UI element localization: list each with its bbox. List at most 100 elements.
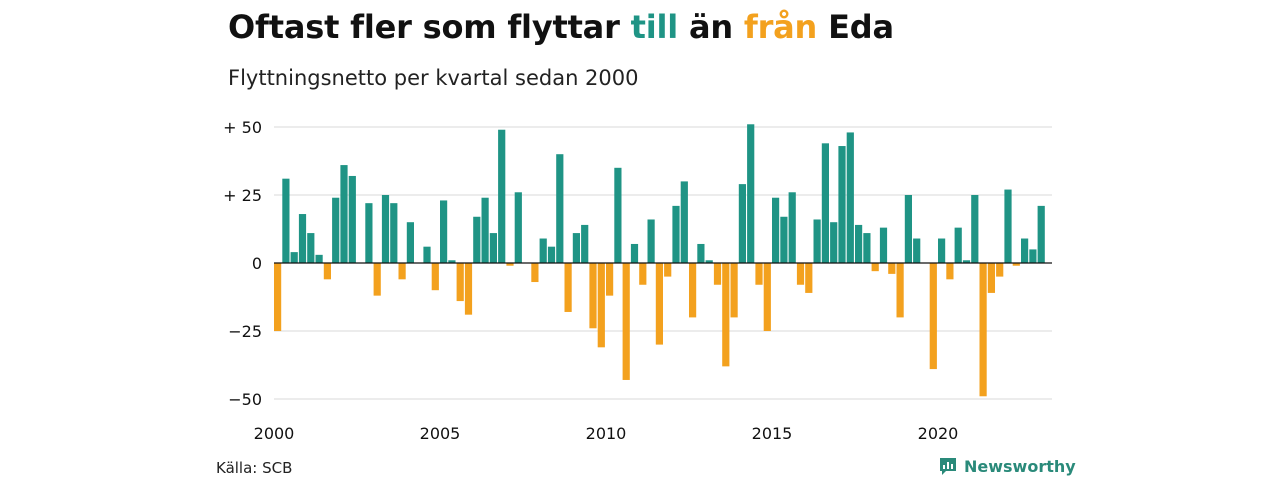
bar xyxy=(871,263,879,272)
bar xyxy=(556,154,564,263)
bar xyxy=(597,263,605,348)
bar xyxy=(697,243,705,263)
bar xyxy=(747,124,755,263)
y-tick-label: + 50 xyxy=(223,118,262,137)
bar xyxy=(796,263,805,285)
bar xyxy=(929,263,937,370)
bar xyxy=(763,263,771,331)
bar xyxy=(971,195,979,263)
bar xyxy=(506,263,514,266)
bar xyxy=(954,227,962,263)
bar xyxy=(381,195,390,263)
bar xyxy=(879,227,888,263)
bar xyxy=(348,175,356,263)
brand-logo: Newsworthy xyxy=(938,456,1076,476)
bar xyxy=(581,224,589,263)
bar xyxy=(373,263,381,296)
bar xyxy=(282,178,290,263)
bar xyxy=(855,224,863,263)
bar xyxy=(440,200,448,263)
bar xyxy=(680,181,688,263)
chart-subtitle: Flyttningsnetto per kvartal sedan 2000 xyxy=(228,66,639,90)
title-part-1: Oftast fler som flyttar xyxy=(228,8,631,46)
bar xyxy=(572,233,580,263)
newsworthy-logo-icon xyxy=(940,458,956,475)
x-tick-label: 2005 xyxy=(420,424,461,443)
bar xyxy=(406,222,414,263)
bar xyxy=(655,263,663,345)
bar xyxy=(1004,189,1012,263)
bar xyxy=(996,263,1004,277)
bar xyxy=(564,263,572,312)
bar xyxy=(1029,249,1037,263)
bar xyxy=(722,263,730,367)
bar xyxy=(664,263,672,277)
bar-chart: + 50 + 25 0 −25 −50 2000 2005 2010 2015 2020 xyxy=(223,118,1052,443)
x-tick-label: 2020 xyxy=(918,424,959,443)
bar xyxy=(647,219,655,263)
brand-name: Newsworthy xyxy=(964,456,1076,476)
title-part-3: än xyxy=(678,8,744,46)
bar xyxy=(614,167,622,263)
bar xyxy=(365,203,373,263)
x-tick-label: 2010 xyxy=(586,424,627,443)
bar xyxy=(979,263,987,397)
bar xyxy=(332,197,340,263)
bars xyxy=(274,124,1045,397)
bar xyxy=(1012,263,1020,266)
bar xyxy=(274,263,282,331)
bar xyxy=(489,233,497,263)
bar xyxy=(307,233,315,263)
bar xyxy=(689,263,697,318)
bar xyxy=(639,263,647,285)
bar xyxy=(946,263,954,280)
x-tick-label: 2000 xyxy=(254,424,295,443)
bar xyxy=(738,184,746,263)
bar xyxy=(830,222,838,263)
bar xyxy=(423,246,431,263)
chart-title: Oftast fler som flyttar till än från Eda xyxy=(228,8,894,46)
bar xyxy=(755,263,763,285)
bar xyxy=(547,246,556,263)
bar xyxy=(913,238,921,263)
bar xyxy=(863,233,871,263)
bar xyxy=(788,192,796,263)
bar xyxy=(705,260,713,263)
bar xyxy=(838,146,846,263)
bar xyxy=(805,263,813,293)
title-part-5: Eda xyxy=(817,8,894,46)
bar xyxy=(622,263,630,380)
title-word-till: till xyxy=(630,8,679,46)
x-tick-label: 2015 xyxy=(752,424,793,443)
bar xyxy=(456,263,464,302)
bar xyxy=(1037,205,1045,263)
y-tick-label: 0 xyxy=(252,254,262,273)
bar xyxy=(473,216,481,263)
bar xyxy=(730,263,738,318)
bar xyxy=(896,263,904,318)
bar xyxy=(498,129,506,263)
bar xyxy=(589,263,597,329)
bar xyxy=(398,263,406,280)
bar xyxy=(987,263,995,293)
bar xyxy=(772,197,780,263)
bar xyxy=(340,165,348,263)
title-word-fran: från xyxy=(743,8,818,46)
y-tick-label: −25 xyxy=(228,322,262,341)
bar xyxy=(813,219,821,263)
bar xyxy=(888,263,896,274)
bar xyxy=(539,238,547,263)
bar xyxy=(713,263,722,285)
bar xyxy=(1021,238,1029,263)
bar xyxy=(938,238,946,263)
bar xyxy=(904,195,912,263)
bar xyxy=(464,263,473,315)
bar xyxy=(962,260,971,263)
bar xyxy=(672,205,680,263)
source-note: Källa: SCB xyxy=(216,459,293,477)
bar xyxy=(323,263,331,280)
y-axis-tick-labels: + 50 + 25 0 −25 −50 xyxy=(223,118,262,409)
bar xyxy=(481,197,489,263)
bar xyxy=(821,143,829,263)
bar xyxy=(531,263,539,283)
